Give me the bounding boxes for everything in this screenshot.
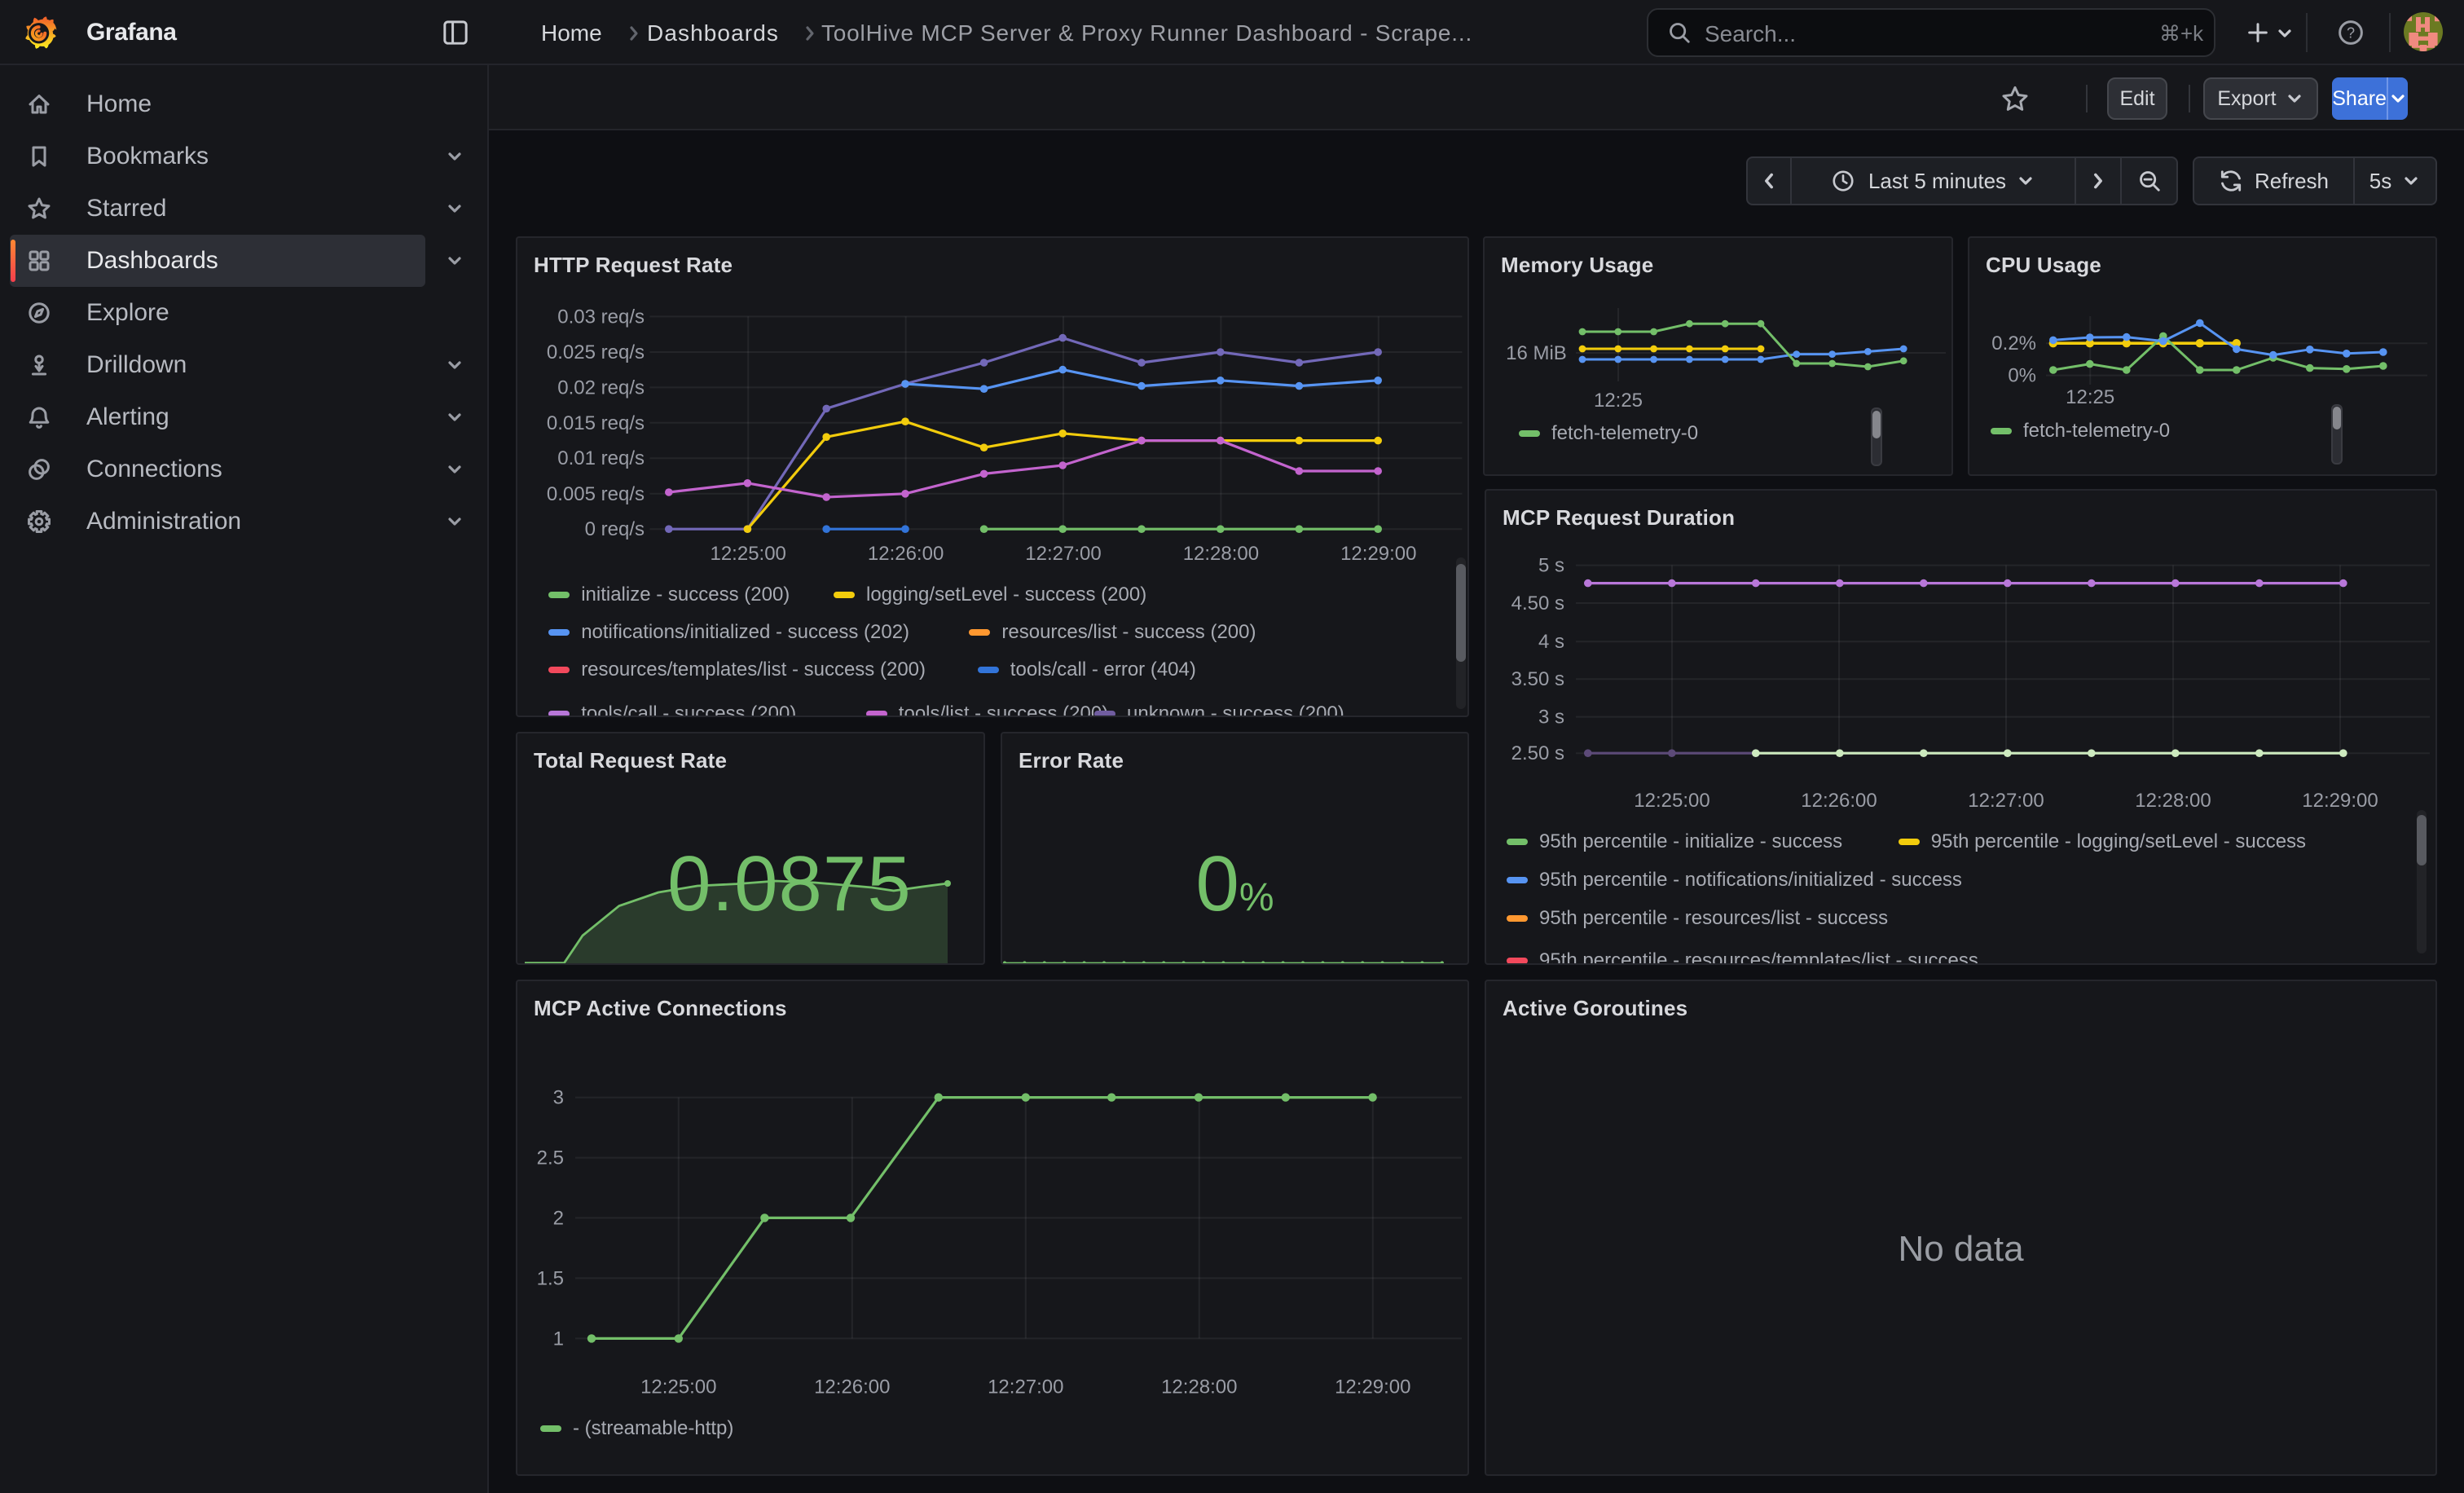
svg-text:12:25:00: 12:25:00: [710, 543, 785, 565]
svg-text:12:25: 12:25: [2066, 386, 2114, 408]
svg-text:12:26:00: 12:26:00: [814, 1376, 890, 1398]
svg-text:0.03 req/s: 0.03 req/s: [557, 306, 645, 328]
svg-text:0.005 req/s: 0.005 req/s: [547, 483, 645, 505]
svg-text:5 s: 5 s: [1538, 555, 1564, 577]
svg-text:12:28:00: 12:28:00: [1161, 1376, 1237, 1398]
svg-text:1: 1: [553, 1328, 564, 1350]
svg-text:0.01 req/s: 0.01 req/s: [557, 447, 645, 469]
svg-text:0 req/s: 0 req/s: [585, 518, 645, 540]
svg-text:4.50 s: 4.50 s: [1511, 592, 1564, 614]
svg-text:12:29:00: 12:29:00: [1340, 543, 1416, 565]
svg-text:3.50 s: 3.50 s: [1511, 668, 1564, 690]
svg-text:12:27:00: 12:27:00: [1025, 543, 1101, 565]
svg-text:12:26:00: 12:26:00: [868, 543, 944, 565]
svg-text:12:27:00: 12:27:00: [1968, 790, 2044, 812]
svg-text:12:28:00: 12:28:00: [2135, 790, 2211, 812]
svg-text:12:27:00: 12:27:00: [988, 1376, 1063, 1398]
svg-text:0.015 req/s: 0.015 req/s: [547, 412, 645, 434]
svg-text:4 s: 4 s: [1538, 631, 1564, 653]
svg-text:0.025 req/s: 0.025 req/s: [547, 341, 645, 363]
svg-text:12:25:00: 12:25:00: [640, 1376, 716, 1398]
svg-text:3: 3: [553, 1086, 564, 1108]
svg-text:12:25: 12:25: [1594, 390, 1643, 412]
svg-text:2.50 s: 2.50 s: [1511, 742, 1564, 764]
svg-text:12:29:00: 12:29:00: [2302, 790, 2378, 812]
svg-text:2.5: 2.5: [537, 1147, 564, 1169]
svg-text:12:28:00: 12:28:00: [1183, 543, 1259, 565]
svg-text:?: ?: [2347, 24, 2355, 41]
svg-text:16 MiB: 16 MiB: [1506, 342, 1567, 364]
svg-text:3 s: 3 s: [1538, 707, 1564, 729]
svg-text:12:26:00: 12:26:00: [1801, 790, 1877, 812]
svg-text:0.2%: 0.2%: [1991, 333, 2036, 355]
svg-text:0%: 0%: [2008, 365, 2036, 387]
svg-text:1.5: 1.5: [537, 1267, 564, 1289]
svg-text:0.02 req/s: 0.02 req/s: [557, 377, 645, 399]
svg-text:2: 2: [553, 1207, 564, 1229]
svg-text:12:25:00: 12:25:00: [1634, 790, 1709, 812]
svg-text:12:29:00: 12:29:00: [1335, 1376, 1410, 1398]
